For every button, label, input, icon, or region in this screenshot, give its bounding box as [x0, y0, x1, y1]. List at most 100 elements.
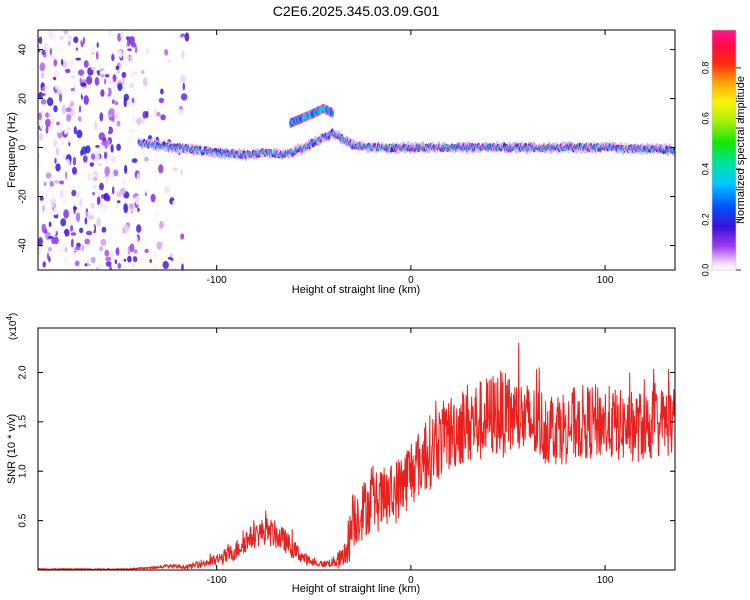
heatmap-cell — [54, 85, 60, 90]
colorbar-frame — [711, 29, 737, 271]
heatmap-cell — [70, 87, 75, 92]
heatmap-cell — [89, 89, 93, 99]
heatmap-cell — [48, 138, 52, 149]
heatmap-cell — [70, 238, 74, 248]
heatmap-cell — [63, 30, 69, 35]
heatmap-cell — [53, 59, 58, 67]
heatmap-cell — [79, 77, 82, 84]
heatmap-cell — [111, 99, 115, 104]
heatmap-cell — [49, 88, 55, 94]
heatmap-cell — [51, 31, 57, 42]
heatmap-cell — [123, 203, 128, 214]
heatmap-cell — [104, 166, 110, 176]
heatmap-cell — [130, 210, 133, 214]
heatmap-cell — [122, 178, 127, 185]
heatmap-cell — [52, 44, 59, 53]
snr-ylabel: SNR (10 * v/v) — [6, 414, 18, 484]
heatmap-cell — [63, 256, 69, 263]
heatmap-cell — [92, 184, 98, 189]
heatmap-cell — [92, 85, 97, 91]
heatmap-cell — [172, 167, 179, 172]
heatmap-cell — [135, 77, 140, 84]
heatmap-cell — [54, 180, 61, 184]
heatmap-cell — [180, 233, 185, 240]
heatmap-cell — [55, 163, 61, 172]
heatmap-cell — [107, 59, 112, 65]
heatmap-cell — [79, 189, 84, 196]
heatmap-cell — [116, 120, 121, 127]
heatmap-cell — [89, 162, 95, 167]
chart-title: C2E6.2025.345.03.09.G01 — [273, 3, 440, 19]
heatmap-cell — [72, 166, 77, 175]
heatmap-cell — [110, 144, 114, 153]
heatmap-cell — [114, 109, 121, 118]
heatmap-cell — [112, 186, 115, 195]
heatmap-cell — [65, 171, 68, 180]
heatmap-cell — [115, 65, 120, 71]
heatmap-cell — [144, 248, 149, 254]
heatmap-cell — [102, 200, 108, 205]
heatmap-cell — [72, 156, 77, 166]
heatmap-cell — [45, 189, 48, 194]
heatmap-cell — [54, 157, 57, 164]
heatmap-cell — [62, 199, 68, 205]
heatmap-cell — [124, 81, 128, 86]
heatmap-cell — [154, 209, 160, 219]
heatmap-cell — [73, 239, 77, 249]
heatmap-cell — [47, 252, 49, 260]
heatmap-cell — [117, 262, 122, 269]
heatmap-cell — [158, 97, 165, 103]
heatmap-cell — [100, 209, 107, 214]
heatmap-cell — [160, 265, 164, 270]
heatmap-cell — [127, 255, 132, 263]
heatmap-cell — [75, 57, 81, 61]
heatmap-cell — [53, 138, 58, 147]
heatmap-cell — [86, 42, 93, 51]
heatmap-cell — [60, 218, 67, 227]
heatmap-cell — [118, 224, 121, 233]
heatmap-cell — [162, 260, 169, 270]
heatmap-cell — [132, 207, 136, 213]
heatmap-cell — [78, 69, 85, 76]
heatmap-cell — [109, 98, 112, 106]
heatmap-cell — [66, 126, 72, 132]
colorbar: 0.0 0.2 0.4 0.6 0.8 Normalized spectral ampl… — [700, 29, 747, 276]
heatmap-cell — [59, 188, 64, 199]
heatmap-cell — [120, 31, 124, 40]
heatmap-cell — [91, 153, 96, 160]
heatmap-cell — [76, 145, 82, 150]
spectrogram-panel: -100 0 100 -40 -20 0 20 40 Height of straight l… — [6, 29, 676, 296]
heatmap-cell — [87, 172, 92, 182]
heatmap-cell — [63, 228, 70, 237]
heatmap-cell — [153, 108, 157, 118]
heatmap-cell — [90, 67, 96, 71]
heatmap-cell — [96, 135, 99, 142]
heatmap-cell — [47, 246, 53, 252]
spectrogram-frame — [37, 29, 676, 271]
heatmap-cell — [45, 112, 50, 118]
heatmap-cell — [75, 230, 80, 238]
heatmap-cell — [100, 89, 105, 97]
heatmap-cell — [135, 63, 139, 66]
heatmap-cell — [61, 104, 66, 115]
heatmap-cell — [41, 49, 46, 56]
heatmap-cell — [88, 215, 94, 220]
heatmap-cell — [109, 190, 113, 198]
heatmap-cell — [78, 105, 82, 113]
heatmap-cell — [158, 164, 164, 174]
heatmap-cell — [82, 73, 88, 80]
spectrogram-ylabel: Frequency (Hz) — [6, 112, 18, 188]
heatmap-cell — [108, 78, 114, 85]
heatmap-cell — [124, 52, 130, 62]
heatmap-cell — [121, 118, 127, 124]
heatmap-cell — [102, 107, 105, 113]
heatmap-cell — [112, 74, 117, 83]
heatmap-cell — [115, 247, 120, 256]
spectrogram-ytick-label: -20 — [18, 189, 29, 204]
heatmap-cell — [101, 226, 107, 233]
heatmap-cell — [38, 237, 43, 246]
heatmap-cell — [73, 36, 79, 44]
heatmap-cell — [56, 61, 62, 71]
heatmap-cell — [70, 121, 77, 127]
